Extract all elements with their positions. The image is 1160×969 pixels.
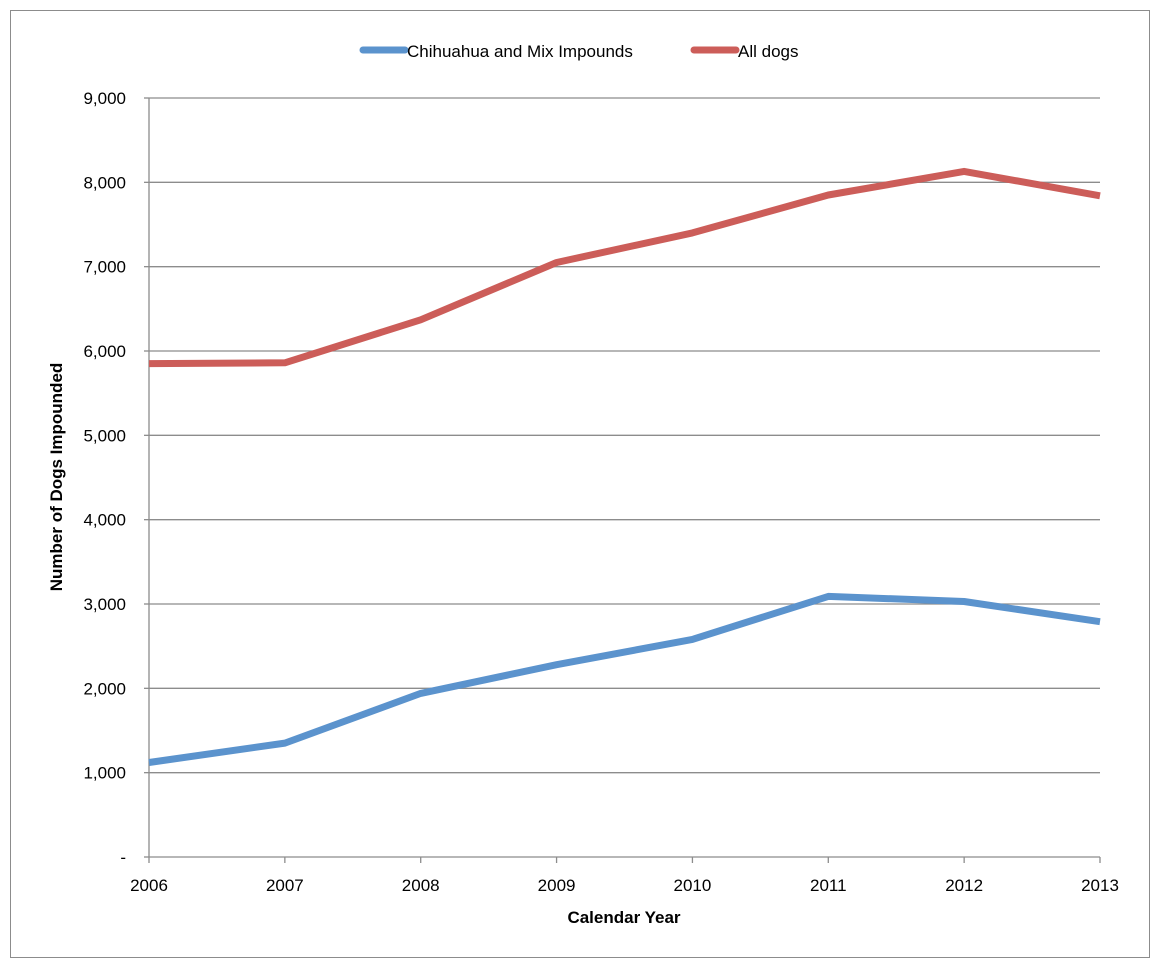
x-tick-label: 2010 <box>674 876 712 895</box>
y-tick-label: 7,000 <box>83 258 126 277</box>
y-tick-label: 3,000 <box>83 595 126 614</box>
y-tick-label: 6,000 <box>83 342 126 361</box>
y-tick-label: - <box>120 848 126 867</box>
x-tick-label: 2008 <box>402 876 440 895</box>
y-tick-label: 4,000 <box>83 511 126 530</box>
y-tick-label: 8,000 <box>83 173 126 192</box>
series-line-0 <box>148 592 1101 766</box>
x-tick-label: 2011 <box>810 876 847 895</box>
x-tick-label: 2006 <box>130 876 168 895</box>
y-tick-label: 5,000 <box>83 426 126 445</box>
legend-label-chihuahua: Chihuahua and Mix Impounds <box>407 42 633 61</box>
legend: Chihuahua and Mix Impounds All dogs <box>359 42 798 61</box>
gridlines <box>149 97 1100 774</box>
y-axis-title: Number of Dogs Impounded <box>47 363 66 592</box>
x-tick-label: 2013 <box>1081 876 1119 895</box>
y-tick-label: 9,000 <box>83 89 126 108</box>
x-tick-label: 2012 <box>945 876 983 895</box>
x-tick-label: 2009 <box>538 876 576 895</box>
series-lines <box>148 167 1101 766</box>
x-tick-label: 2007 <box>266 876 304 895</box>
chart-frame <box>10 10 1150 958</box>
y-tick-labels: - 1,000 2,000 3,000 4,000 5,000 6,000 7,000 8,00… <box>83 89 126 867</box>
y-tick-label: 1,000 <box>83 764 126 783</box>
x-tick-labels: 2006 2007 2008 2009 2010 2011 2012 2013 <box>130 876 1119 895</box>
x-axis-title: Calendar Year <box>567 908 680 927</box>
series-line-1 <box>148 167 1101 368</box>
y-tick-label: 2,000 <box>83 679 126 698</box>
axes <box>144 97 1101 863</box>
legend-label-all-dogs: All dogs <box>738 42 798 61</box>
